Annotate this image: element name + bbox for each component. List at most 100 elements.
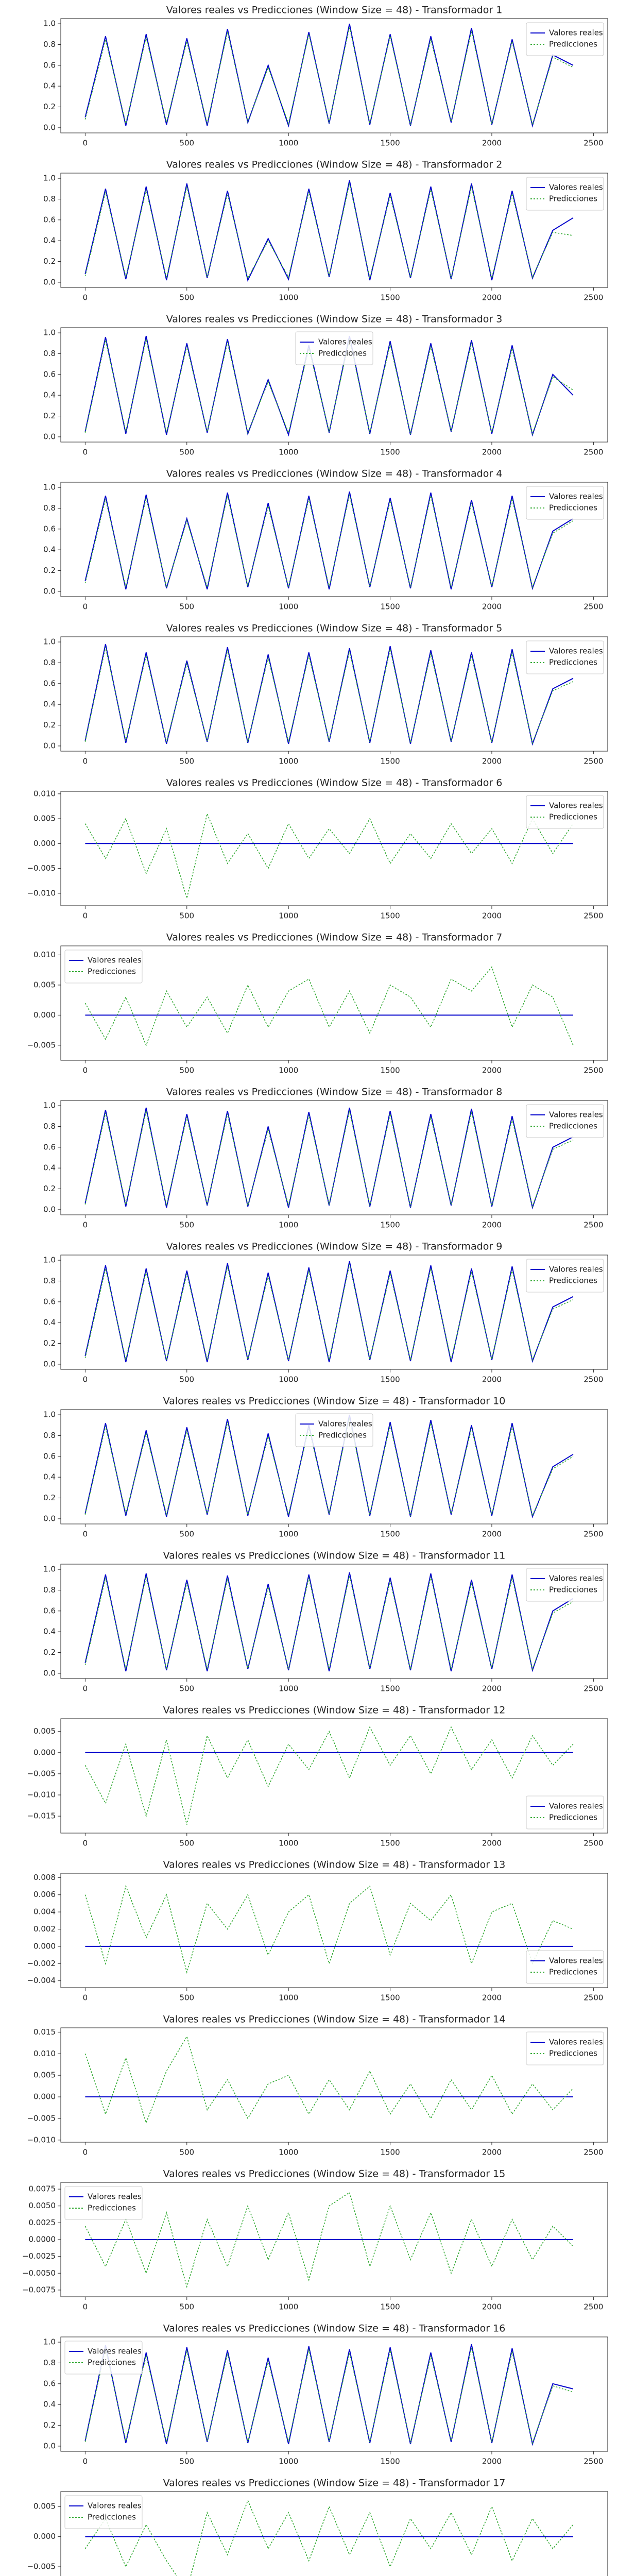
x-tick-label: 0: [83, 293, 88, 302]
legend-label: Valores reales: [549, 1574, 603, 1583]
plot-frame: [60, 2182, 608, 2297]
x-tick-label: 2500: [583, 448, 603, 457]
x-tick-label: 2000: [482, 757, 502, 766]
subplot: Valores reales vs Predicciones (Window S…: [27, 2014, 608, 2157]
y-tick-label: −0.005: [27, 2562, 56, 2571]
legend-box: [526, 177, 604, 211]
x-tick-label: 0: [83, 2148, 88, 2157]
y-tick-label: 0.6: [43, 524, 56, 533]
series-line: [84, 966, 574, 1046]
x-tick-label: 500: [179, 139, 194, 148]
y-tick-label: 0.000: [33, 2532, 56, 2541]
legend-label: Valores reales: [88, 2192, 142, 2201]
y-tick-label: 0.6: [43, 60, 56, 70]
legend-label: Valores reales: [549, 1802, 603, 1811]
x-tick-label: 500: [179, 911, 194, 921]
x-tick-label: 1500: [380, 1684, 400, 1693]
y-tick-label: −0.0050: [22, 2268, 56, 2278]
plot-frame: [60, 18, 608, 133]
x-tick-label: 2500: [583, 1993, 603, 2003]
legend-label: Valores reales: [549, 1265, 603, 1274]
legend-label: Valores reales: [549, 492, 603, 501]
x-tick-label: 2000: [482, 911, 502, 921]
legend-box: [526, 1568, 604, 1602]
x-tick-label: 0: [83, 1839, 88, 1848]
legend-box: [526, 1104, 604, 1138]
x-tick-label: 1000: [279, 1221, 298, 1230]
legend-label: Valores reales: [549, 1110, 603, 1120]
legend-box: [526, 22, 604, 56]
y-tick-label: 1.0: [43, 637, 56, 647]
x-tick-label: 0: [83, 602, 88, 612]
y-tick-label: 1.0: [43, 174, 56, 183]
y-tick-label: 0.000: [33, 839, 56, 848]
y-tick-label: 0.4: [43, 1163, 56, 1173]
legend-label: Valores reales: [549, 183, 603, 192]
x-tick-label: 1500: [380, 2302, 400, 2312]
x-tick-label: 500: [179, 448, 194, 457]
x-tick-label: 1000: [279, 602, 298, 612]
legend-label: Predicciones: [549, 194, 597, 204]
y-tick-label: 0.2: [43, 566, 56, 575]
chart-title: Valores reales vs Predicciones (Window S…: [166, 932, 503, 943]
legend-label: Predicciones: [88, 2513, 136, 2522]
x-tick-label: 0: [83, 1530, 88, 1539]
legend-label: Predicciones: [549, 2049, 597, 2058]
x-tick-label: 1500: [380, 1221, 400, 1230]
legend-label: Predicciones: [318, 1431, 367, 1440]
legend-box: [64, 2341, 143, 2375]
x-tick-label: 1500: [380, 1066, 400, 1075]
chart-title: Valores reales vs Predicciones (Window S…: [166, 777, 503, 789]
plot-frame: [60, 1255, 608, 1370]
subplot: Valores reales vs Predicciones (Window S…: [43, 5, 608, 148]
legend-label: Predicciones: [549, 812, 597, 822]
x-tick-label: 0: [83, 139, 88, 148]
legend-box: [64, 2186, 143, 2220]
legend-box: [295, 1413, 373, 1447]
x-tick-label: 1000: [279, 1684, 298, 1693]
legend-label: Predicciones: [549, 1276, 597, 1285]
x-tick-label: 2000: [482, 602, 502, 612]
chart-title: Valores reales vs Predicciones (Window S…: [163, 1859, 506, 1871]
x-tick-label: 500: [179, 2148, 194, 2157]
legend-box: [526, 486, 604, 520]
x-tick-label: 1000: [279, 1993, 298, 2003]
chart-title: Valores reales vs Predicciones (Window S…: [166, 623, 503, 634]
plot-frame: [60, 636, 608, 752]
y-tick-label: 0.4: [43, 1627, 56, 1636]
x-tick-label: 1500: [380, 911, 400, 921]
y-tick-label: −0.0025: [22, 2251, 56, 2261]
x-tick-label: 500: [179, 2457, 194, 2466]
chart-title: Valores reales vs Predicciones (Window S…: [163, 2168, 506, 2180]
subplot: Valores reales vs Predicciones (Window S…: [43, 2323, 608, 2466]
y-tick-label: 1.0: [43, 328, 56, 337]
legend-label: Predicciones: [88, 2358, 136, 2367]
legend-label: Valores reales: [549, 801, 603, 810]
x-tick-label: 500: [179, 1375, 194, 1384]
x-tick-label: 1000: [279, 2302, 298, 2312]
y-tick-label: 1.0: [43, 1101, 56, 1110]
x-tick-label: 2500: [583, 1221, 603, 1230]
x-tick-label: 500: [179, 602, 194, 612]
x-tick-label: 2000: [482, 2148, 502, 2157]
x-tick-label: 2000: [482, 448, 502, 457]
series-line: [84, 339, 574, 435]
y-tick-label: 1.0: [43, 1410, 56, 1419]
x-tick-label: 2500: [583, 1839, 603, 1848]
subplot: Valores reales vs Predicciones (Window S…: [27, 932, 608, 1075]
y-tick-label: 0.6: [43, 369, 56, 379]
x-tick-label: 2500: [583, 911, 603, 921]
x-tick-label: 2500: [583, 2457, 603, 2466]
subplot: Valores reales vs Predicciones (Window S…: [27, 1705, 608, 1848]
x-tick-label: 1500: [380, 139, 400, 148]
legend-box: [295, 331, 373, 365]
x-tick-label: 500: [179, 1993, 194, 2003]
series-line: [84, 1414, 574, 1519]
y-tick-label: 0.0000: [29, 2235, 56, 2244]
y-tick-label: 0.2: [43, 1338, 56, 1348]
x-tick-label: 1500: [380, 448, 400, 457]
x-tick-label: 0: [83, 1066, 88, 1075]
series-line: [84, 2344, 574, 2446]
series-line: [84, 1726, 574, 1825]
subplot: Valores reales vs Predicciones (Window S…: [27, 777, 608, 921]
